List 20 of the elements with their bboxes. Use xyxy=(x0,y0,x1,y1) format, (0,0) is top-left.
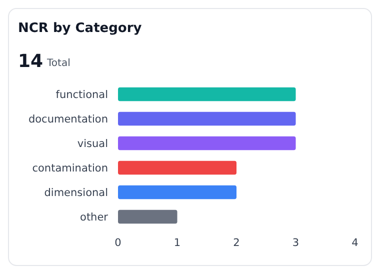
bar xyxy=(118,112,296,126)
x-tick-label: 3 xyxy=(292,237,300,249)
y-tick-label: functional xyxy=(56,88,108,101)
y-tick-label: documentation xyxy=(28,113,108,126)
bar xyxy=(118,136,296,150)
y-tick-label: visual xyxy=(77,138,108,150)
text: 14 xyxy=(18,51,44,72)
chart-title: NCR by Category xyxy=(18,21,142,36)
x-tick-label: 4 xyxy=(352,237,359,249)
bar xyxy=(118,160,236,175)
y-tick-label: other xyxy=(80,211,109,224)
bar xyxy=(118,210,178,224)
text: Total xyxy=(46,58,70,69)
bar xyxy=(118,185,236,200)
x-tick-label: 2 xyxy=(233,237,240,249)
bar xyxy=(118,87,296,102)
x-tick-label: 1 xyxy=(174,237,181,249)
x-tick-label: 0 xyxy=(114,237,122,249)
y-tick-label: contamination xyxy=(32,162,108,174)
y-tick-label: dimensional xyxy=(44,186,108,199)
